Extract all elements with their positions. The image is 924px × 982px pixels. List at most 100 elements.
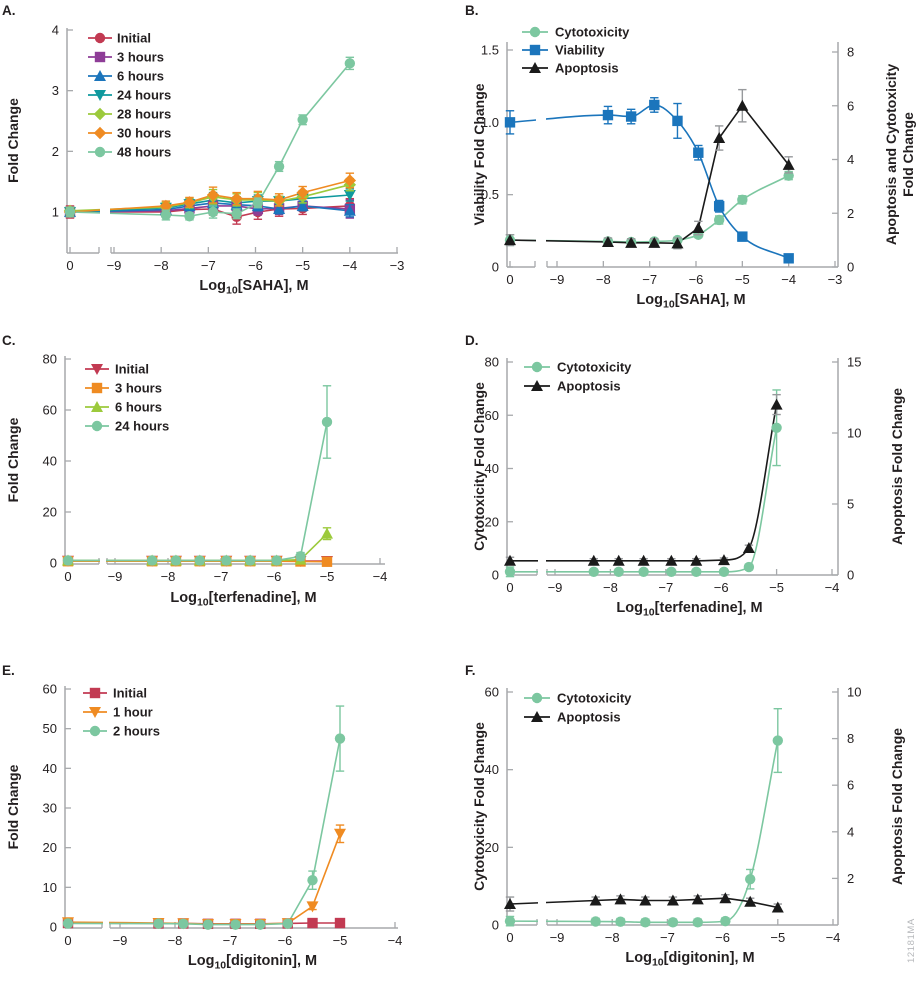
line-Cytotoxicity	[509, 740, 779, 924]
legend-label: 1 hour	[113, 705, 153, 720]
svg-text:2: 2	[847, 206, 854, 221]
svg-text:4: 4	[847, 824, 854, 839]
y-axis-label: Fold Change	[5, 98, 21, 183]
svg-text:−5: −5	[769, 580, 784, 595]
svg-text:−4: −4	[826, 930, 841, 945]
svg-text:−7: −7	[214, 569, 229, 584]
y-axis-label: Viability Fold Change	[471, 83, 487, 225]
svg-text:−9: −9	[108, 569, 123, 584]
legend-label: 30 hours	[117, 126, 171, 141]
svg-text:0: 0	[847, 568, 854, 583]
svg-text:2: 2	[847, 871, 854, 886]
panel-label-d: D.	[465, 333, 479, 348]
svg-text:8: 8	[847, 731, 854, 746]
legend-label: Cytotoxicity	[555, 25, 630, 40]
y-axis-label: Fold Change	[5, 764, 21, 849]
x-axis-label: Log10[digitonin], M	[625, 950, 754, 969]
svg-text:6: 6	[847, 98, 854, 113]
series-2 hours	[62, 705, 346, 930]
svg-text:50: 50	[43, 721, 57, 736]
right-y-axis-label: Apoptosis Fold Change	[889, 388, 905, 545]
series-Viability	[504, 97, 794, 264]
svg-text:−4: −4	[373, 569, 388, 584]
svg-text:−5: −5	[735, 272, 750, 287]
series-Cytotoxicity	[504, 170, 794, 248]
x-axis-label: Log10[terfenadine], M	[616, 600, 762, 619]
series-Apoptosis	[504, 88, 795, 250]
svg-text:30: 30	[43, 801, 57, 816]
svg-text:10: 10	[847, 426, 861, 441]
svg-text:−9: −9	[107, 258, 122, 273]
svg-text:0: 0	[492, 568, 499, 583]
legend-label: 6 hours	[115, 400, 162, 415]
svg-text:−3: −3	[828, 272, 843, 287]
svg-text:20: 20	[43, 505, 57, 520]
panel-label-b: B.	[465, 3, 479, 18]
svg-text:−9: −9	[548, 580, 563, 595]
panel-label-c: C.	[2, 333, 16, 348]
legend-label: Apoptosis	[557, 379, 621, 394]
chart-c-terfenadine-timecourse: 0 20 40 60 80 0 −9 −8 −7 −6 −5 −4 Fold Change Log10[t…	[5, 350, 387, 609]
axes: 0 20 40 60 80 0 −9 −8 −7 −6 −5 −4 Fold Change Log10[t…	[5, 352, 387, 609]
svg-text:0: 0	[50, 556, 57, 571]
svg-text:40: 40	[485, 461, 499, 476]
line-24 hours	[68, 421, 328, 562]
series-Cytotoxicity	[504, 389, 782, 578]
series-lines	[68, 421, 328, 563]
panel-label-e: E.	[2, 663, 15, 678]
svg-text:−9: −9	[113, 933, 128, 948]
legend-label: Viability	[555, 43, 605, 58]
svg-text:40: 40	[485, 762, 499, 777]
legend-label: 2 hours	[113, 724, 160, 739]
svg-text:−6: −6	[715, 930, 730, 945]
svg-text:20: 20	[485, 514, 499, 529]
svg-text:0: 0	[66, 258, 73, 273]
svg-text:1.5: 1.5	[481, 43, 499, 58]
svg-text:8: 8	[847, 45, 854, 60]
right-y-axis-label: Apoptosis Fold Change	[889, 728, 905, 885]
svg-text:−3: −3	[390, 258, 405, 273]
svg-text:6: 6	[847, 778, 854, 793]
svg-text:0: 0	[506, 272, 513, 287]
panel-label-a: A.	[2, 3, 16, 18]
x-axis-label: Log10[digitonin], M	[188, 953, 317, 972]
svg-text:−5: −5	[333, 933, 348, 948]
svg-text:−9: −9	[550, 930, 565, 945]
legend-label: 6 hours	[117, 69, 164, 84]
legend: Initial 1 hour 2 hours	[83, 686, 160, 739]
legend-label: Apoptosis	[555, 61, 619, 76]
axes: 1 2 3 4 0 −9 −8 −7 −6 −5 −4 −3 Fold Change Log10[SAHA…	[5, 23, 404, 297]
legend-label: Cytotoxicity	[557, 360, 632, 375]
legend: Cytotoxicity Apoptosis	[524, 691, 632, 725]
series-24 hours	[62, 385, 333, 566]
axes: 0 20 40 60 80 0 5 10 15 0 −9 −8 −7 −6 −5 −4 Cytotoxicity…	[471, 355, 905, 619]
legend-label: 3 hours	[117, 50, 164, 65]
svg-text:0: 0	[50, 920, 57, 935]
line-Cytotoxicity	[509, 427, 778, 573]
svg-text:0: 0	[492, 260, 499, 275]
x-axis-label: Log10[terfenadine], M	[170, 590, 316, 609]
svg-text:5: 5	[847, 497, 854, 512]
svg-text:−5: −5	[295, 258, 310, 273]
svg-text:−5: −5	[320, 569, 335, 584]
svg-text:−8: −8	[161, 569, 176, 584]
legend-label: Apoptosis	[557, 710, 621, 725]
svg-text:−7: −7	[642, 272, 657, 287]
svg-text:4: 4	[847, 152, 854, 167]
svg-text:4: 4	[52, 23, 59, 38]
panel-label-f: F.	[465, 663, 476, 678]
series-lines	[509, 740, 779, 924]
svg-text:60: 60	[43, 682, 57, 697]
svg-text:80: 80	[43, 352, 57, 367]
svg-text:0: 0	[64, 933, 71, 948]
legend: Initial 3 hours 6 hours 24 hours	[85, 362, 169, 434]
svg-text:1.0: 1.0	[481, 115, 499, 130]
svg-text:3: 3	[52, 83, 59, 98]
legend-label: Cytotoxicity	[557, 691, 632, 706]
legend-label: 3 hours	[115, 381, 162, 396]
axes: 0 20 40 60 2 4 6 8 10 0 −9 −8 −7 −6 −5 −4 Cytotoxicity F…	[471, 685, 905, 969]
legend-label: Initial	[113, 686, 147, 701]
svg-text:−8: −8	[603, 580, 618, 595]
svg-text:20: 20	[485, 840, 499, 855]
